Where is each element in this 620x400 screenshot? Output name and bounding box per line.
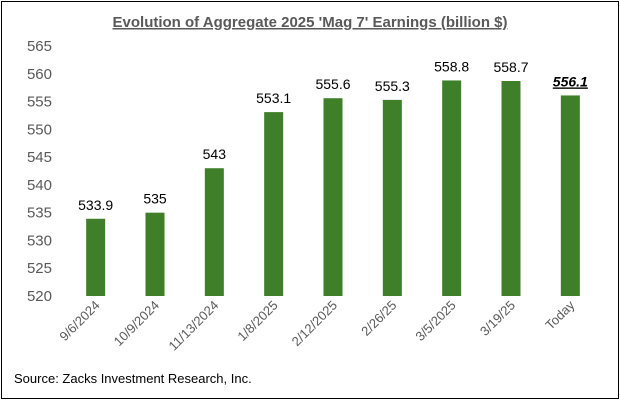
x-tick-label: 3/5/2025 <box>412 298 458 344</box>
y-tick-label: 560 <box>27 66 52 83</box>
bar <box>560 95 580 296</box>
y-tick-label: 565 <box>27 38 52 55</box>
x-tick-label: 3/19/25 <box>477 298 518 339</box>
y-tick-label: 555 <box>27 94 52 111</box>
bars <box>86 80 580 296</box>
data-label: 558.8 <box>434 58 469 74</box>
y-tick-label: 545 <box>27 149 52 166</box>
source-note: Source: Zacks Investment Research, Inc. <box>14 371 252 386</box>
y-tick-label: 520 <box>27 288 52 305</box>
y-tick-label: 525 <box>27 260 52 277</box>
data-label-latest: 556.1 <box>553 73 588 89</box>
bar <box>501 81 521 296</box>
y-tick-label: 550 <box>27 121 52 138</box>
data-label: 558.7 <box>493 59 528 75</box>
x-tick-label: 9/6/2024 <box>56 298 102 344</box>
x-tick-label: 10/9/2024 <box>111 298 163 350</box>
y-axis: 520 525 530 535 540 545 550 555 560 565 <box>27 38 52 305</box>
bar <box>382 99 402 296</box>
y-tick-label: 535 <box>27 205 52 222</box>
data-label: 555.6 <box>315 76 350 92</box>
y-tick-label: 530 <box>27 232 52 249</box>
bar <box>323 98 343 296</box>
data-label: 543 <box>203 146 227 162</box>
data-label: 555.3 <box>375 78 410 94</box>
x-tick-label: 1/8/2025 <box>234 298 280 344</box>
bar <box>86 218 106 296</box>
bar <box>204 168 224 296</box>
data-label: 533.9 <box>78 197 113 213</box>
bar <box>264 112 284 296</box>
chart-title: Evolution of Aggregate 2025 'Mag 7' Earn… <box>113 14 508 31</box>
x-tick-label: 2/12/2025 <box>289 298 341 350</box>
data-label: 553.1 <box>256 90 291 106</box>
data-labels: 533.9 535 543 553.1 555.6 555.3 558.8 558.7 556.… <box>78 58 588 212</box>
x-tick-label: 2/26/25 <box>358 298 399 339</box>
x-axis: 9/6/2024 10/9/2024 11/13/2024 1/8/2025 2/12/… <box>56 297 577 353</box>
data-label: 535 <box>143 191 167 207</box>
x-tick-label: 11/13/2024 <box>166 298 222 354</box>
y-tick-label: 540 <box>27 177 52 194</box>
x-tick-label: Today <box>542 297 577 332</box>
bar <box>145 212 165 296</box>
bar <box>442 80 462 296</box>
